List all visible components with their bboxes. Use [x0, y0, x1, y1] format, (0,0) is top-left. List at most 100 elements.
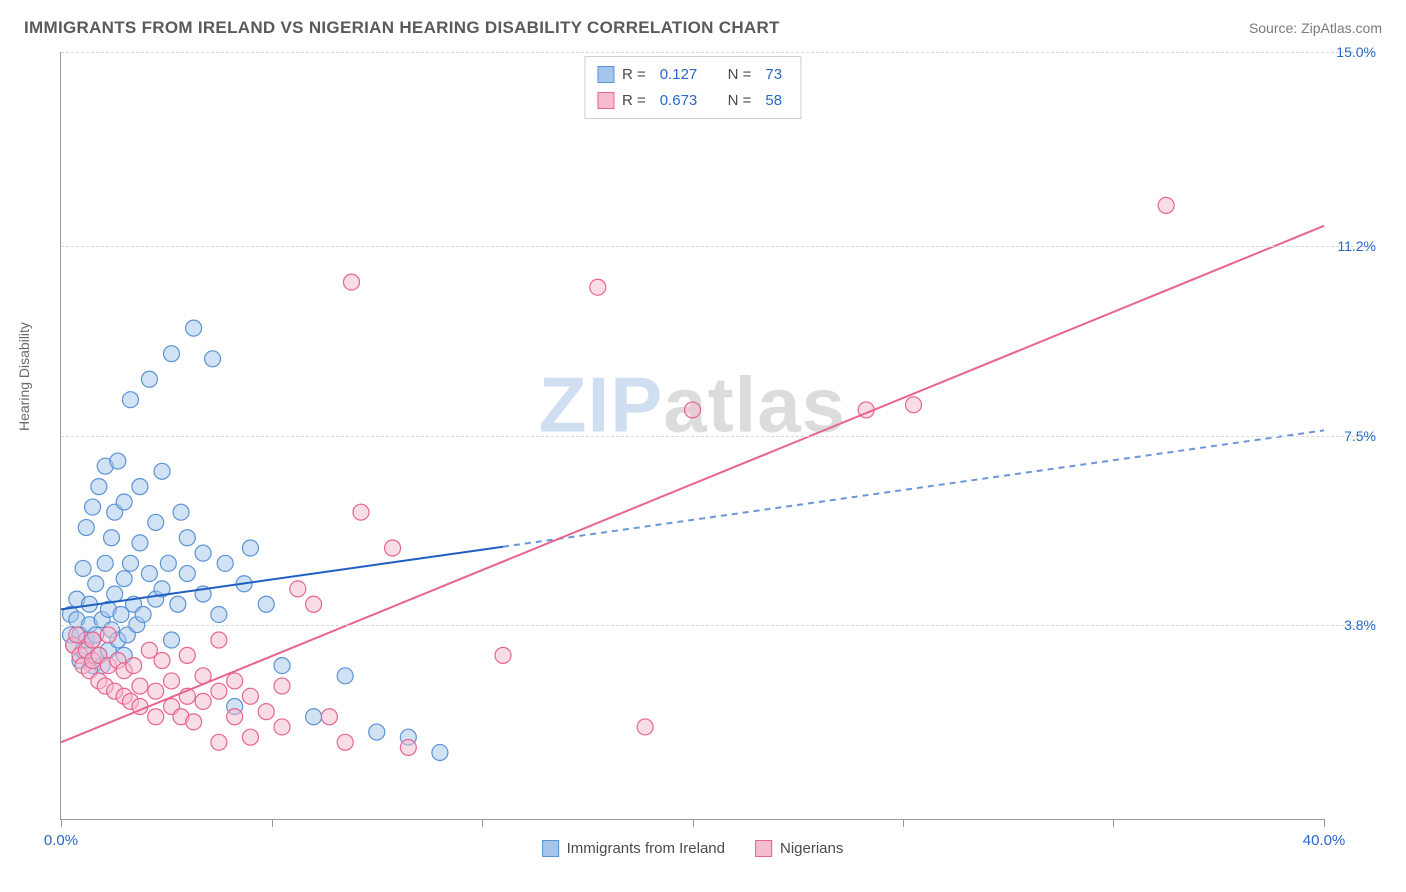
data-point	[242, 729, 258, 745]
data-point	[179, 647, 195, 663]
data-point	[78, 520, 94, 536]
x-tick-label: 0.0%	[44, 832, 78, 849]
legend-item-ireland: Immigrants from Ireland	[542, 840, 725, 857]
data-point	[116, 494, 132, 510]
data-point	[274, 678, 290, 694]
legend-series: Immigrants from Ireland Nigerians	[542, 840, 844, 857]
data-point	[195, 545, 211, 561]
data-point	[385, 540, 401, 556]
data-point	[227, 673, 243, 689]
data-point	[685, 402, 701, 418]
x-tick	[1324, 819, 1325, 827]
gridline	[61, 436, 1374, 437]
data-point	[179, 530, 195, 546]
swatch-nigerians	[597, 92, 614, 109]
data-point	[85, 632, 101, 648]
data-point	[258, 704, 274, 720]
data-point	[211, 734, 227, 750]
swatch-ireland	[542, 840, 559, 857]
data-point	[211, 632, 227, 648]
data-point	[170, 596, 186, 612]
data-point	[100, 627, 116, 643]
data-point	[306, 709, 322, 725]
data-point	[110, 453, 126, 469]
source-label: Source: ZipAtlas.com	[1249, 20, 1382, 36]
data-point	[274, 658, 290, 674]
data-point	[217, 555, 233, 571]
data-point	[85, 499, 101, 515]
gridline	[61, 52, 1374, 53]
data-point	[274, 719, 290, 735]
data-point	[164, 346, 180, 362]
data-point	[337, 668, 353, 684]
data-point	[141, 566, 157, 582]
legend-item-nigerians: Nigerians	[755, 840, 843, 857]
swatch-nigerians	[755, 840, 772, 857]
data-point	[495, 647, 511, 663]
trend-line-dashed	[503, 430, 1324, 546]
data-point	[91, 479, 107, 495]
plot-region: ZIPatlas R = 0.127 N = 73 R = 0.673 N = …	[60, 52, 1324, 820]
data-point	[211, 683, 227, 699]
trend-line	[61, 226, 1324, 742]
data-point	[321, 709, 337, 725]
data-point	[104, 530, 120, 546]
data-point	[242, 540, 258, 556]
legend-row-ireland: R = 0.127 N = 73	[597, 62, 788, 88]
data-point	[258, 596, 274, 612]
data-point	[343, 274, 359, 290]
data-point	[132, 678, 148, 694]
data-point	[369, 724, 385, 740]
data-point	[132, 479, 148, 495]
data-point	[97, 555, 113, 571]
data-point	[126, 658, 142, 674]
y-tick-label: 7.5%	[1344, 428, 1376, 444]
data-point	[290, 581, 306, 597]
data-point	[69, 627, 85, 643]
data-point	[637, 719, 653, 735]
data-point	[400, 739, 416, 755]
data-point	[906, 397, 922, 413]
x-tick	[1113, 819, 1114, 827]
data-point	[353, 504, 369, 520]
data-point	[154, 652, 170, 668]
legend-correlation: R = 0.127 N = 73 R = 0.673 N = 58	[584, 56, 801, 119]
data-point	[148, 709, 164, 725]
data-point	[135, 606, 151, 622]
data-point	[107, 586, 123, 602]
chart-header: IMMIGRANTS FROM IRELAND VS NIGERIAN HEAR…	[0, 0, 1406, 46]
x-tick	[693, 819, 694, 827]
x-tick	[61, 819, 62, 827]
data-point	[164, 673, 180, 689]
data-point	[186, 320, 202, 336]
y-axis-label: Hearing Disability	[16, 322, 32, 431]
x-tick-label: 40.0%	[1303, 832, 1346, 849]
data-point	[306, 596, 322, 612]
gridline	[61, 246, 1374, 247]
data-point	[154, 463, 170, 479]
x-tick	[482, 819, 483, 827]
gridline	[61, 625, 1374, 626]
swatch-ireland	[597, 66, 614, 83]
data-point	[141, 371, 157, 387]
data-point	[88, 576, 104, 592]
chart-area: Hearing Disability ZIPatlas R = 0.127 N …	[22, 52, 1384, 870]
data-point	[116, 571, 132, 587]
data-point	[432, 745, 448, 761]
data-point	[211, 606, 227, 622]
data-point	[186, 714, 202, 730]
legend-row-nigerians: R = 0.673 N = 58	[597, 88, 788, 114]
data-point	[205, 351, 221, 367]
data-point	[242, 688, 258, 704]
data-point	[173, 504, 189, 520]
y-tick-label: 11.2%	[1337, 238, 1376, 254]
data-point	[337, 734, 353, 750]
y-tick-label: 3.8%	[1344, 617, 1376, 633]
data-point	[227, 709, 243, 725]
chart-title: IMMIGRANTS FROM IRELAND VS NIGERIAN HEAR…	[24, 18, 780, 38]
data-point	[179, 566, 195, 582]
data-point	[1158, 197, 1174, 213]
data-point	[148, 514, 164, 530]
data-point	[590, 279, 606, 295]
data-point	[122, 555, 138, 571]
